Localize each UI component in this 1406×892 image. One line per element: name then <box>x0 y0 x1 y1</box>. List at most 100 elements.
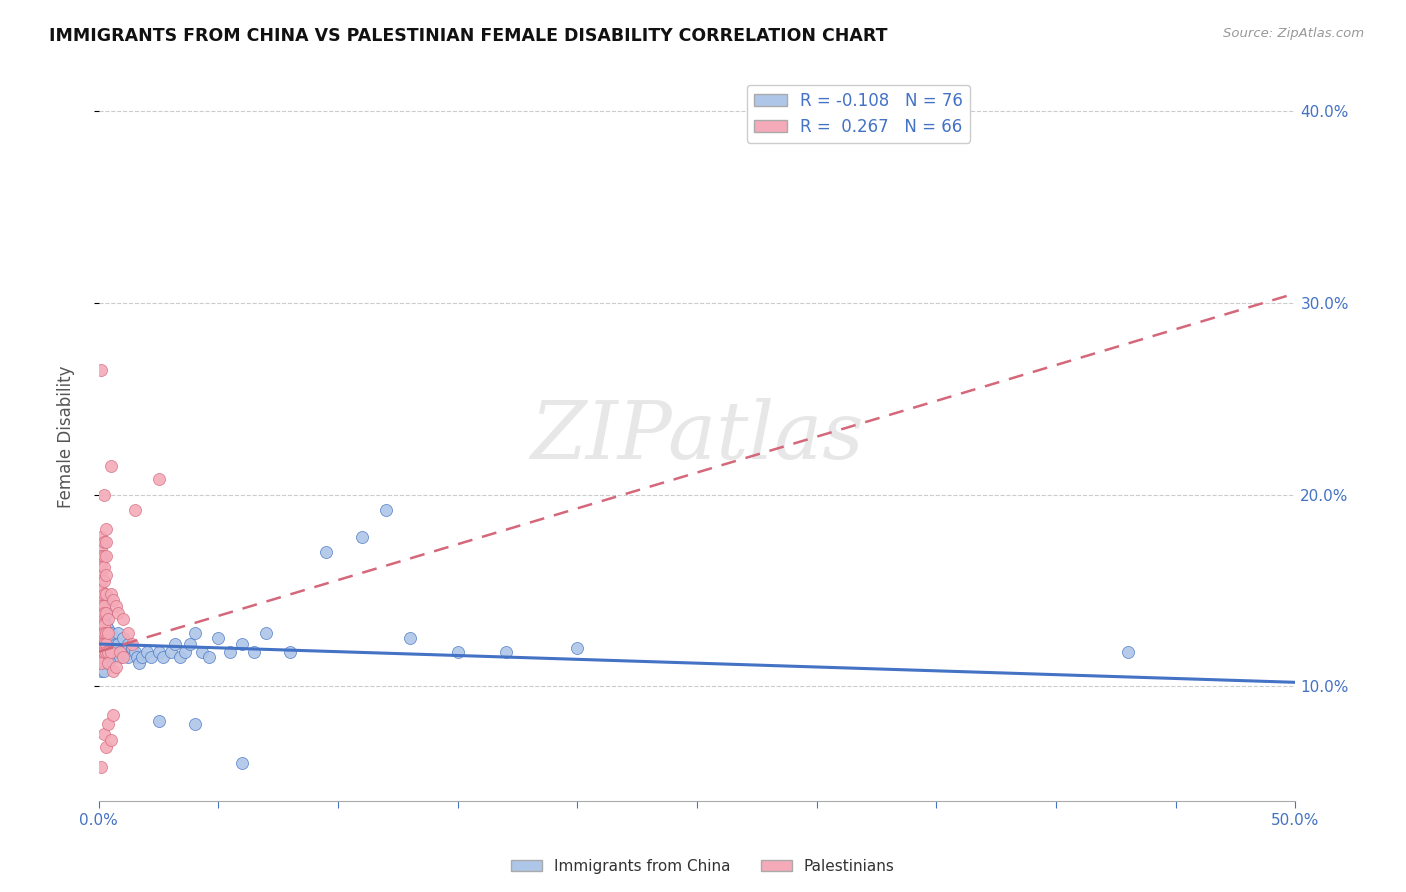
Point <box>101 650 124 665</box>
Point <box>124 645 146 659</box>
Point <box>174 645 197 659</box>
Point <box>104 645 127 659</box>
Point <box>231 637 253 651</box>
Point <box>90 617 112 632</box>
Point <box>243 645 266 659</box>
Point <box>94 535 117 549</box>
Point <box>93 607 115 621</box>
Point <box>90 583 112 598</box>
Point <box>278 645 301 659</box>
Point <box>93 637 115 651</box>
Legend: R = -0.108   N = 76, R =  0.267   N = 66: R = -0.108 N = 76, R = 0.267 N = 66 <box>747 85 970 143</box>
Point <box>567 640 589 655</box>
Point <box>93 587 115 601</box>
Point <box>90 645 112 659</box>
Point <box>104 660 127 674</box>
Point <box>93 599 115 613</box>
Point <box>148 714 170 728</box>
Point <box>93 549 115 563</box>
Point <box>148 645 170 659</box>
Point <box>447 645 470 659</box>
Point <box>93 593 115 607</box>
Point <box>159 645 181 659</box>
Point <box>90 645 112 659</box>
Point <box>97 656 120 670</box>
Point <box>190 645 212 659</box>
Point <box>90 625 112 640</box>
Point <box>90 632 112 646</box>
Point <box>94 740 117 755</box>
Point <box>135 645 157 659</box>
Point <box>97 645 120 659</box>
Y-axis label: Female Disability: Female Disability <box>58 366 75 508</box>
Point <box>94 625 117 640</box>
Point <box>90 637 112 651</box>
Point <box>90 617 112 632</box>
Point <box>90 560 112 574</box>
Point <box>90 759 112 773</box>
Point <box>90 599 112 613</box>
Point <box>97 622 120 636</box>
Point <box>94 637 117 651</box>
Point <box>131 650 153 665</box>
Point <box>93 650 115 665</box>
Point <box>93 645 115 659</box>
Point <box>121 640 143 655</box>
Point <box>231 756 253 770</box>
Point <box>90 574 112 588</box>
Text: IMMIGRANTS FROM CHINA VS PALESTINIAN FEMALE DISABILITY CORRELATION CHART: IMMIGRANTS FROM CHINA VS PALESTINIAN FEM… <box>49 27 887 45</box>
Point <box>90 555 112 569</box>
Point <box>90 625 112 640</box>
Point <box>90 607 112 621</box>
Point <box>100 732 122 747</box>
Point <box>315 545 337 559</box>
Point <box>93 487 115 501</box>
Point <box>207 632 229 646</box>
Point <box>90 637 112 651</box>
Point <box>121 637 143 651</box>
Point <box>90 593 112 607</box>
Point <box>117 637 139 651</box>
Point <box>90 664 112 678</box>
Point <box>352 530 374 544</box>
Point <box>94 549 117 563</box>
Point <box>94 607 117 621</box>
Point <box>111 645 134 659</box>
Point <box>107 637 129 651</box>
Point <box>94 645 117 659</box>
Point <box>100 587 122 601</box>
Point <box>97 632 120 646</box>
Point <box>117 650 139 665</box>
Point <box>90 568 112 582</box>
Point <box>93 574 115 588</box>
Point <box>495 645 517 659</box>
Point <box>100 637 122 651</box>
Point <box>97 645 120 659</box>
Text: Source: ZipAtlas.com: Source: ZipAtlas.com <box>1223 27 1364 40</box>
Point <box>93 664 115 678</box>
Point <box>93 727 115 741</box>
Point <box>110 650 132 665</box>
Point <box>101 640 124 655</box>
Point <box>97 656 120 670</box>
Point <box>183 717 205 731</box>
Text: ZIPatlas: ZIPatlas <box>530 399 863 475</box>
Point <box>90 650 112 665</box>
Point <box>93 535 115 549</box>
Point <box>219 645 242 659</box>
Point <box>183 625 205 640</box>
Point <box>94 522 117 536</box>
Point <box>90 612 112 626</box>
Point <box>110 645 132 659</box>
Point <box>90 650 112 665</box>
Point <box>165 637 187 651</box>
Point <box>94 568 117 582</box>
Point <box>100 645 122 659</box>
Point <box>90 607 112 621</box>
Point <box>125 650 148 665</box>
Point <box>93 599 115 613</box>
Point <box>148 472 170 486</box>
Point <box>100 458 122 473</box>
Point <box>94 607 117 621</box>
Point <box>101 593 124 607</box>
